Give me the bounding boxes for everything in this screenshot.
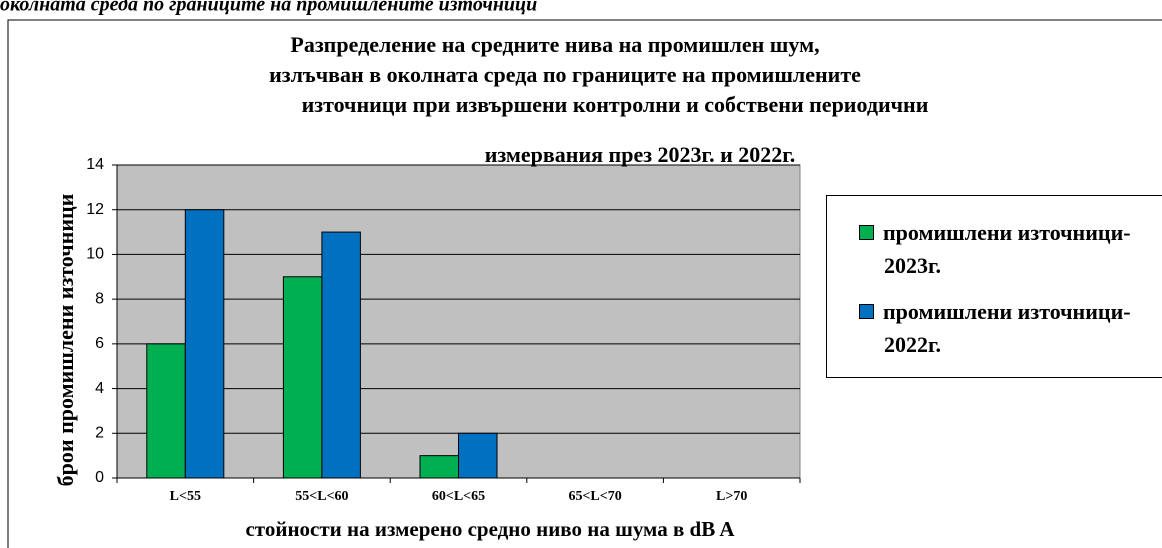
bar: [321, 231, 361, 479]
chart-title: измервания през 2023г. и 2022г.: [485, 142, 796, 167]
chart-title: Разпределение на средните нива на промиш…: [290, 32, 819, 57]
y-tick-label: 4: [95, 380, 104, 397]
y-tick-label: 10: [86, 246, 104, 263]
chart-title: излъчван в околната среда по границите н…: [269, 62, 861, 87]
bar: [282, 276, 323, 479]
plot-area: [116, 164, 801, 479]
bar: [146, 343, 186, 479]
chart-title: източници при извършени контролни и собс…: [302, 92, 929, 117]
y-tick-label: 12: [86, 201, 104, 218]
y-tick-label: 14: [86, 156, 104, 173]
x-tick-label: 60<L<65: [432, 489, 485, 504]
x-tick-label: 65<L<70: [568, 489, 621, 504]
y-tick-label: 2: [95, 425, 104, 442]
y-tick-label: 6: [95, 335, 104, 352]
y-tick-label: 8: [95, 290, 104, 307]
bar: [458, 432, 498, 479]
x-axis-label: стойности на измерено средно ниво на шум…: [245, 517, 735, 541]
x-tick-label: 55<L<60: [295, 489, 348, 504]
x-tick-label: L>70: [716, 489, 747, 504]
legend: промишлени източници- 2023г. промишлени и…: [826, 195, 1162, 378]
legend-swatch: [859, 304, 874, 319]
legend-item: промишлени източници- 2022г.: [859, 295, 1154, 361]
bar: [419, 455, 459, 479]
legend-swatch: [859, 225, 874, 240]
legend-item: промишлени източници- 2023г.: [859, 216, 1154, 282]
legend-label: промишлени източници- 2023г.: [883, 220, 1131, 278]
y-axis-label: брои промишлени източници: [53, 193, 78, 486]
y-tick-label: 0: [95, 469, 104, 486]
x-tick-label: L<55: [170, 489, 201, 504]
caption: околната среда по границите на промишлен…: [0, 0, 537, 16]
bar: [184, 209, 225, 479]
legend-label: промишлени източници- 2022г.: [883, 299, 1131, 357]
